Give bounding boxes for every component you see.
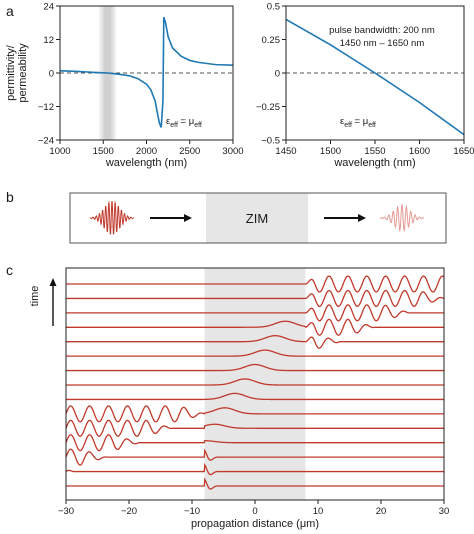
- tick-label: 1000: [49, 146, 70, 157]
- tick-label: 1450: [275, 146, 296, 157]
- zim-label: ZIM: [246, 211, 268, 226]
- x-axis-label: wavelength (nm): [333, 157, 415, 169]
- arrow-out-head: [358, 214, 366, 222]
- panel-label-a: a: [6, 3, 14, 19]
- series-line: [285, 18, 465, 136]
- zim-slab: [206, 193, 308, 243]
- tick-label: 1500: [320, 146, 341, 157]
- annotation-eps-mu: εeff = μeff: [340, 116, 376, 129]
- tick-label: 0: [49, 69, 54, 80]
- x-ticks: 1000 1500 2000 2500 3000: [49, 140, 244, 157]
- chart-c: −30 −20 −10 0 10 20 30 propagation distance (μ…: [29, 267, 449, 530]
- tick-label: −0.25: [256, 102, 280, 113]
- pulse-trace: [66, 304, 444, 322]
- tick-label: 0: [252, 506, 257, 517]
- pulse-trace: [66, 289, 445, 307]
- zim-diagram: ZIM: [69, 192, 447, 244]
- tick-label: 0: [275, 69, 280, 80]
- pulse-trace: [66, 392, 444, 401]
- series-line: [59, 16, 234, 128]
- output-pulse: [380, 203, 424, 233]
- arrow-in-head: [184, 214, 192, 222]
- tick-label: 2500: [179, 146, 200, 157]
- tick-label: 12: [43, 35, 54, 46]
- tick-label: 30: [439, 506, 450, 517]
- tick-label: 1650: [453, 146, 474, 157]
- tick-label: 3000: [222, 146, 243, 157]
- zim-region: [204, 268, 306, 500]
- pulse-trace: [66, 318, 444, 336]
- pulse-trace: [66, 378, 444, 386]
- panel-label-b: b: [6, 189, 14, 205]
- pulse-trace: [65, 462, 444, 476]
- tick-label: 1550: [364, 146, 385, 157]
- pulse-trace: [66, 477, 444, 490]
- y-ticks: 0.5 0.25 0 −0.25 −0.5: [256, 2, 286, 147]
- tick-label: −24: [38, 136, 54, 147]
- y-ticks: 24 12 0 −12 −24: [38, 2, 60, 147]
- time-arrow-head: [49, 278, 57, 286]
- tick-label: −20: [121, 506, 137, 517]
- tick-label: −12: [38, 102, 54, 113]
- panel-label-c: c: [6, 262, 13, 278]
- pulse-traces: [65, 275, 445, 490]
- tick-label: 10: [313, 506, 324, 517]
- tick-label: 1500: [93, 146, 114, 157]
- tick-label: 0.25: [262, 35, 281, 46]
- bandwidth-text-line2: 1450 nm – 1650 nm: [340, 38, 425, 49]
- x-axis-label: wavelength (nm): [105, 157, 187, 169]
- pulse-trace: [66, 335, 444, 349]
- x-axis-label: propagation distance (μm): [191, 518, 319, 530]
- x-ticks: 1450 1500 1550 1600 1650: [275, 140, 474, 157]
- bandwidth-text-line1: pulse bandwidth: 200 nm: [329, 25, 435, 36]
- tick-label: 20: [376, 506, 387, 517]
- tick-label: 24: [43, 2, 54, 13]
- pulse-trace: [65, 419, 444, 437]
- pulse-trace: [65, 434, 444, 452]
- y-axis-label-line1: permittivity/: [5, 44, 17, 101]
- pulse-trace: [65, 405, 444, 423]
- pulse-trace: [65, 448, 444, 466]
- tick-label: 2000: [136, 146, 157, 157]
- chart-a-right: 1450 1500 1550 1600 1650 0.5 0.25 0 −0.25 −0.5 w…: [256, 2, 474, 170]
- tick-label: 1600: [409, 146, 430, 157]
- pulse-trace: [66, 349, 444, 357]
- y-axis-label-line2: permeability: [17, 43, 29, 103]
- input-pulse: [89, 200, 135, 235]
- pulse-trace: [66, 275, 445, 293]
- pulse-trace: [66, 363, 444, 372]
- tick-label: −10: [184, 506, 200, 517]
- chart-a-left: 1000 1500 2000 2500 3000 24 12 0 −12 −24 wavelen…: [5, 2, 244, 170]
- annotation-eps-mu: εeff = μeff: [166, 116, 202, 129]
- tick-label: 0.5: [267, 2, 280, 13]
- x-ticks: −30 −20 −10 0 10 20 30: [58, 500, 449, 517]
- y-axis-label: time: [29, 286, 41, 307]
- tick-label: −30: [58, 506, 74, 517]
- tick-label: −0.5: [261, 136, 280, 147]
